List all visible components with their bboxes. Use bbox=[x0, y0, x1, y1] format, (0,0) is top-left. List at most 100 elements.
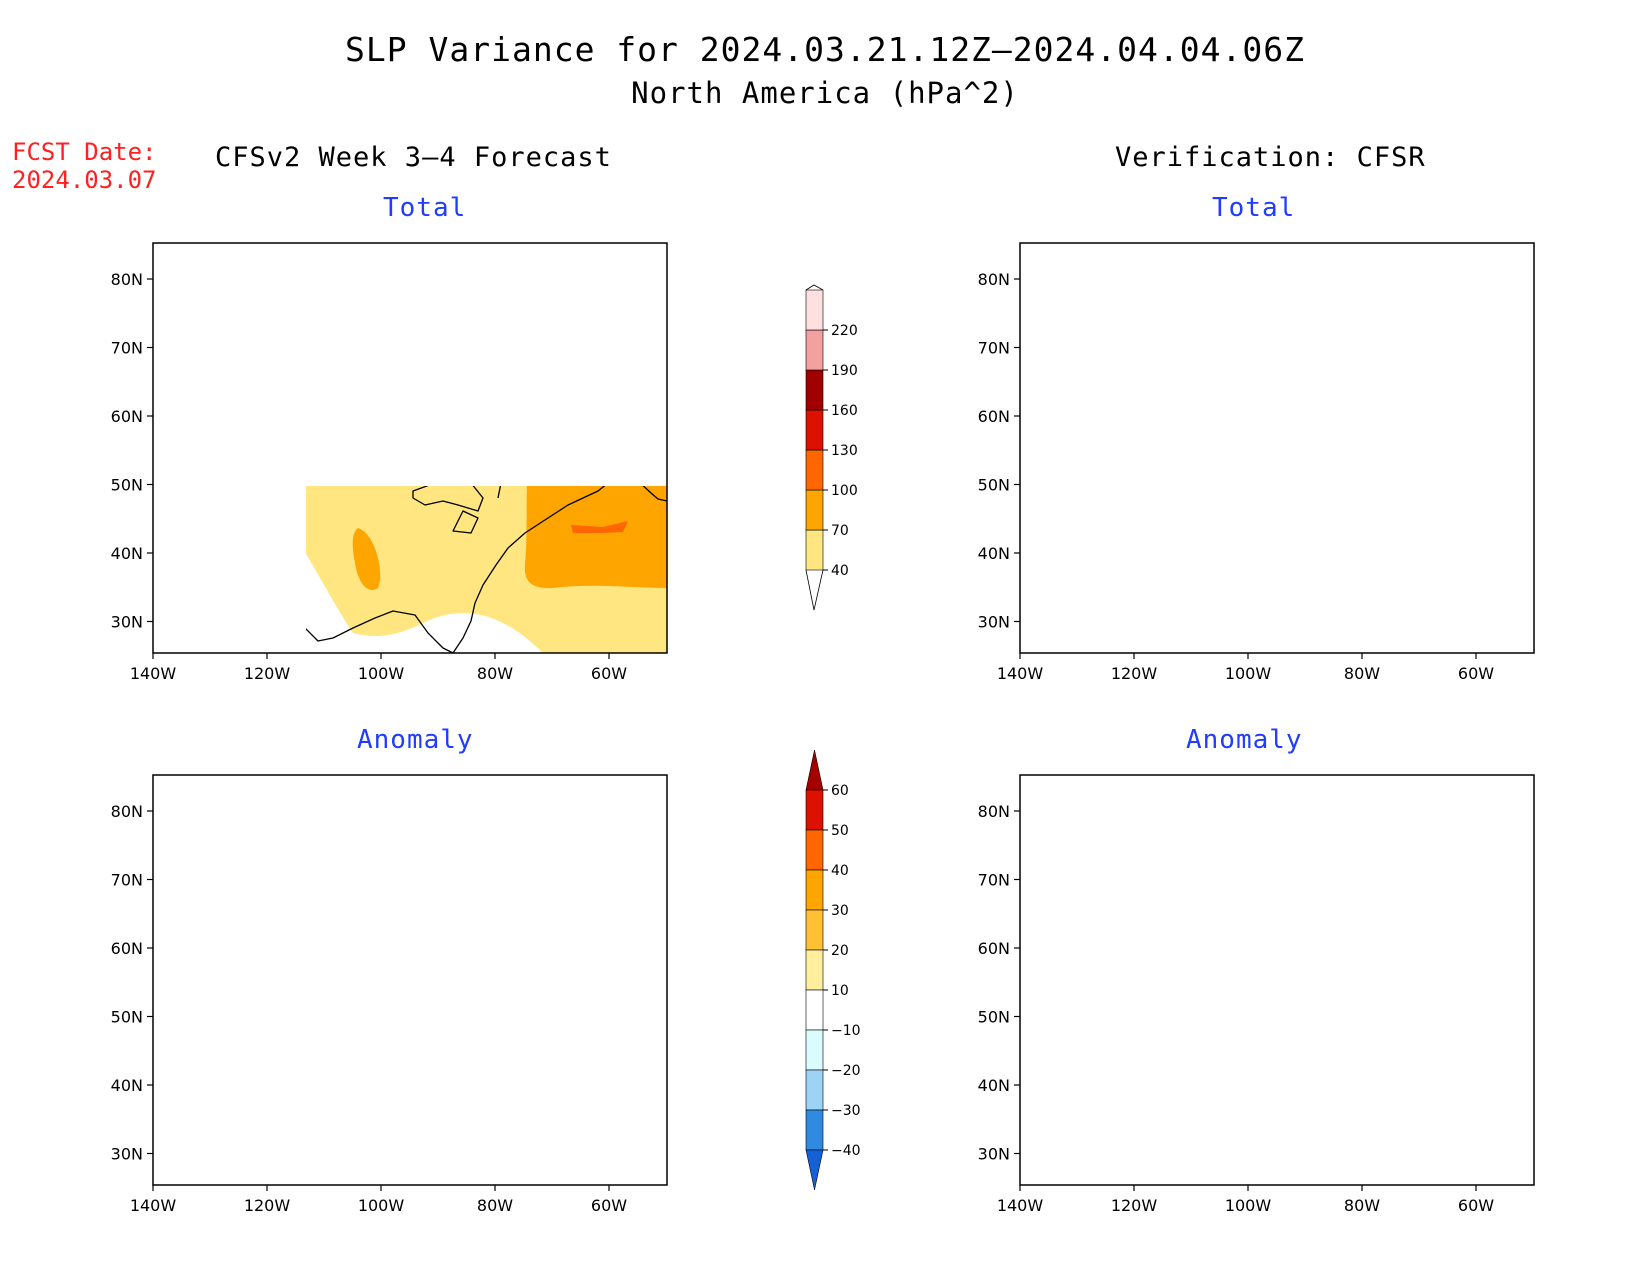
forecast-anomaly-title: Anomaly bbox=[357, 725, 474, 755]
colorbar-tick-label: −30 bbox=[831, 1103, 861, 1119]
lon-tick-label: 120W bbox=[1111, 1196, 1158, 1215]
lon-tick-label: 80W bbox=[1344, 1196, 1380, 1215]
colorbar-swatch bbox=[805, 449, 824, 491]
colorbar-tick-label: 40 bbox=[831, 863, 849, 879]
lat-tick-label: 30N bbox=[111, 1145, 143, 1164]
colorbar-tick-label: 190 bbox=[831, 363, 858, 379]
colorbar-swatch bbox=[805, 529, 824, 571]
colorbar-tick-label: 220 bbox=[831, 323, 858, 339]
colorbar-tick-label: 50 bbox=[831, 823, 849, 839]
verification-anomaly-map bbox=[1019, 774, 1535, 1186]
colorbar-swatch bbox=[805, 289, 824, 331]
colorbar-swatch bbox=[805, 949, 824, 991]
colorbar-swatch bbox=[805, 789, 824, 831]
lat-tick-label: 80N bbox=[978, 270, 1010, 289]
lon-tick-label: 60W bbox=[1458, 664, 1494, 683]
forecast-column-heading: CFSv2 Week 3–4 Forecast bbox=[215, 142, 612, 173]
lon-tick-label: 80W bbox=[477, 664, 513, 683]
lon-tick-label: 60W bbox=[591, 664, 627, 683]
forecast-total-map bbox=[152, 242, 668, 654]
lat-tick-label: 80N bbox=[111, 802, 143, 821]
forecast-date-label: FCST Date: 2024.03.07 bbox=[12, 138, 157, 194]
lon-tick-label: 140W bbox=[997, 664, 1044, 683]
lat-tick-label: 50N bbox=[111, 1008, 143, 1027]
lon-tick-label: 80W bbox=[477, 1196, 513, 1215]
lat-tick-label: 30N bbox=[978, 1145, 1010, 1164]
lat-tick-label: 60N bbox=[978, 939, 1010, 958]
lat-tick-label: 50N bbox=[978, 476, 1010, 495]
colorbar-end-high bbox=[805, 284, 824, 291]
verification-total-map bbox=[1019, 242, 1535, 654]
lat-tick-label: 70N bbox=[111, 871, 143, 890]
lon-tick-label: 140W bbox=[130, 664, 177, 683]
lon-tick-label: 80W bbox=[1344, 664, 1380, 683]
lon-tick-label: 120W bbox=[1111, 664, 1158, 683]
colorbar-swatch bbox=[805, 909, 824, 951]
colorbar-swatch bbox=[805, 329, 824, 371]
colorbar-swatch bbox=[805, 869, 824, 911]
colorbar-tick-label: 40 bbox=[831, 563, 849, 579]
total-colorbar: 40 70 100 130 160 190 220 bbox=[805, 284, 858, 611]
lon-tick-label: 120W bbox=[244, 1196, 291, 1215]
lat-tick-label: 40N bbox=[978, 544, 1010, 563]
colorbar-tick-label: 160 bbox=[831, 403, 858, 419]
colorbar-tick-label: −40 bbox=[831, 1143, 861, 1159]
lat-tick-label: 40N bbox=[111, 1076, 143, 1095]
verification-column-heading: Verification: CFSR bbox=[1115, 142, 1426, 173]
lat-tick-label: 80N bbox=[978, 802, 1010, 821]
colorbar-tick-label: 130 bbox=[831, 443, 858, 459]
lon-tick-label: 60W bbox=[591, 1196, 627, 1215]
lon-tick-label: 140W bbox=[997, 1196, 1044, 1215]
lat-tick-label: 70N bbox=[978, 339, 1010, 358]
colorbar-swatch bbox=[805, 369, 824, 411]
lat-tick-label: 70N bbox=[978, 871, 1010, 890]
colorbar-swatch bbox=[805, 749, 824, 791]
lon-tick-label: 140W bbox=[130, 1196, 177, 1215]
verification-anomaly-title: Anomaly bbox=[1186, 725, 1303, 755]
colorbar-swatch bbox=[805, 489, 824, 531]
colorbar-swatch bbox=[805, 1149, 824, 1191]
colorbar-tick-label: −10 bbox=[831, 1023, 861, 1039]
verification-total-title: Total bbox=[1212, 193, 1296, 223]
lat-tick-label: 30N bbox=[978, 613, 1010, 632]
lat-tick-label: 50N bbox=[111, 476, 143, 495]
colorbar-end-low bbox=[805, 569, 824, 611]
colorbar-swatch bbox=[805, 1109, 824, 1151]
lon-tick-label: 120W bbox=[244, 664, 291, 683]
colorbar-tick-label: 30 bbox=[831, 903, 849, 919]
lon-tick-label: 100W bbox=[1225, 1196, 1272, 1215]
lon-tick-label: 60W bbox=[1458, 1196, 1494, 1215]
colorbar-tick-label: 20 bbox=[831, 943, 849, 959]
map-axes: 80N 70N 60N 50N 40N 30N 140W 120W 100W 80W 60W 80N 7… bbox=[111, 270, 1495, 1215]
colorbar-tick-label: 70 bbox=[831, 523, 849, 539]
forecast-total-title: Total bbox=[383, 193, 467, 223]
colorbar-swatch bbox=[805, 409, 824, 451]
colorbar-swatch bbox=[805, 829, 824, 871]
lat-tick-label: 60N bbox=[978, 407, 1010, 426]
lon-tick-label: 100W bbox=[358, 664, 405, 683]
lon-tick-label: 100W bbox=[1225, 664, 1272, 683]
colorbar-swatch bbox=[805, 1029, 824, 1071]
colorbar-tick-label: 10 bbox=[831, 983, 849, 999]
colorbar-tick-label: 100 bbox=[831, 483, 858, 499]
main-title: SLP Variance for 2024.03.21.12Z–2024.04.… bbox=[345, 30, 1305, 69]
lat-tick-label: 80N bbox=[111, 270, 143, 289]
forecast-date-value: 2024.03.07 bbox=[12, 166, 157, 194]
lat-tick-label: 30N bbox=[111, 613, 143, 632]
lon-tick-label: 100W bbox=[358, 1196, 405, 1215]
colorbar-swatch bbox=[805, 989, 824, 1031]
sub-title: North America (hPa^2) bbox=[631, 76, 1019, 110]
lat-tick-label: 60N bbox=[111, 407, 143, 426]
lat-tick-label: 50N bbox=[978, 1008, 1010, 1027]
lat-tick-label: 70N bbox=[111, 339, 143, 358]
lat-tick-label: 60N bbox=[111, 939, 143, 958]
lat-tick-label: 40N bbox=[978, 1076, 1010, 1095]
colorbar-swatch bbox=[805, 1069, 824, 1111]
colorbar-tick-label: 60 bbox=[831, 783, 849, 799]
colorbar-tick-label: −20 bbox=[831, 1063, 861, 1079]
forecast-anomaly-map bbox=[152, 774, 668, 1186]
forecast-date-caption: FCST Date: bbox=[12, 138, 157, 166]
anomaly-colorbar: 60 50 40 30 20 10 −10 −20 −30 −40 bbox=[805, 749, 861, 1191]
lat-tick-label: 40N bbox=[111, 544, 143, 563]
